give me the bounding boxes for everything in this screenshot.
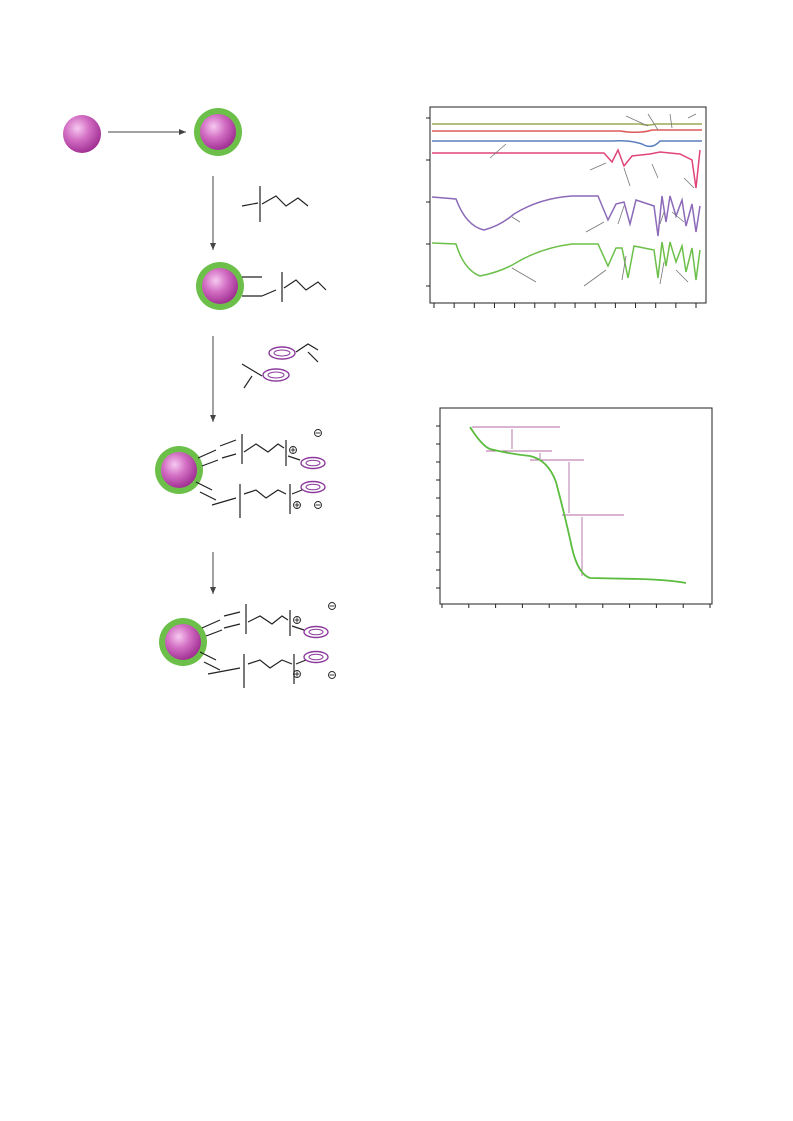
- tga-x-ticks: [441, 604, 711, 608]
- core-shell-nanoparticle-icon: [155, 446, 203, 494]
- ionic-grafted-structure-upper: [197, 434, 301, 467]
- cyclopentadienyl-ring-icon: [303, 650, 329, 664]
- ftir-series-6: [431, 241, 701, 281]
- ftir-series-1: [432, 123, 702, 126]
- core-shell-nanoparticle-icon: [159, 618, 207, 666]
- cyclopentadienyl-ring-icon: [300, 480, 326, 494]
- ionic-grafted-structure-upper: [201, 604, 305, 637]
- nanoparticle-core-icon: [63, 115, 101, 153]
- ftir-annotation-arrows: [489, 113, 697, 287]
- ftir-x-ticks: [433, 303, 697, 308]
- cyclopentadienyl-ring-icon: [300, 456, 326, 470]
- circled-minus-icon: [328, 671, 336, 679]
- tga-plot-frame: [439, 407, 713, 605]
- ftir-series-5: [431, 195, 701, 237]
- ftir-series-4: [432, 148, 701, 189]
- ionic-grafted-structure-lower: [195, 481, 303, 518]
- ftir-series-3: [432, 140, 702, 148]
- cyclopentadienyl-ring-icon: [262, 368, 290, 382]
- circled-minus-icon: [328, 602, 336, 610]
- grafted-chain-structure: [242, 272, 327, 302]
- circled-plus-icon: [293, 670, 301, 678]
- core-shell-nanoparticle-icon: [194, 108, 242, 156]
- tga-curve: [469, 426, 687, 584]
- core-shell-nanoparticle-icon: [196, 262, 244, 310]
- tga-y-ticks: [436, 425, 440, 589]
- cyclopentadienyl-ring-icon: [303, 625, 329, 639]
- cyclopentadienyl-ring-icon: [268, 346, 296, 360]
- circled-minus-icon: [314, 429, 322, 437]
- ftir-y-ticks: [426, 117, 430, 287]
- circled-plus-icon: [293, 501, 301, 509]
- silane-reagent-structure: [241, 186, 309, 222]
- circled-plus-icon: [293, 616, 301, 624]
- circled-minus-icon: [314, 501, 322, 509]
- ionic-grafted-structure-lower: [199, 651, 307, 688]
- cyclopentadienyl-reagent-structure: [241, 343, 319, 389]
- ftir-plot-frame: [429, 106, 707, 304]
- ftir-series-2: [432, 129, 702, 134]
- circled-plus-icon: [289, 446, 297, 454]
